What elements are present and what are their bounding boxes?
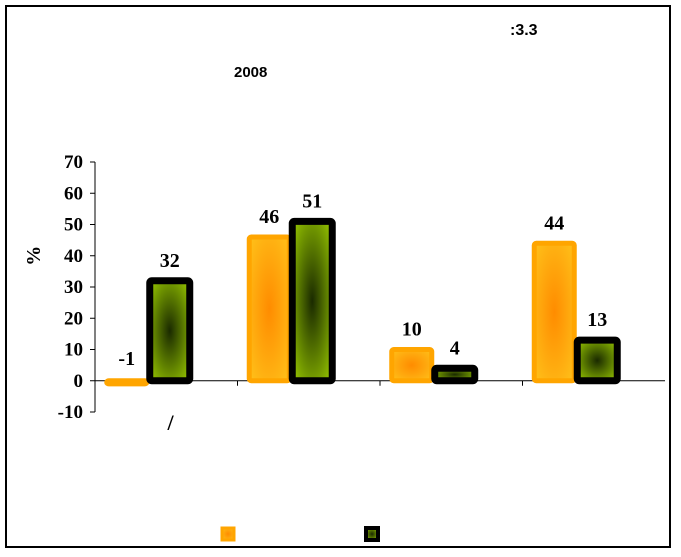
category-label: / — [166, 410, 174, 435]
bar-series-1 — [246, 234, 292, 384]
data-label: 13 — [587, 309, 607, 331]
legend-swatch-series-2 — [364, 526, 380, 542]
bars — [104, 217, 621, 387]
legend-swatch-series-1 — [220, 526, 236, 542]
figure-caption: :3.3 — [510, 22, 538, 39]
y-tick-label: -10 — [58, 402, 83, 423]
y-tick-label: 60 — [64, 183, 83, 204]
data-label: 44 — [544, 212, 564, 234]
data-label: -1 — [118, 348, 135, 370]
y-tick-label: 10 — [64, 340, 83, 361]
bar-series-2 — [431, 364, 479, 385]
data-labels: -1 46 10 44 32 51 4 13 — [118, 190, 607, 369]
data-label: 46 — [259, 206, 279, 228]
y-tick-label: 20 — [64, 308, 83, 329]
legend — [220, 526, 380, 542]
y-axis-title: % — [23, 246, 45, 266]
data-label: 4 — [450, 337, 460, 359]
data-label: 51 — [302, 190, 322, 212]
bar-series-1 — [389, 347, 435, 384]
bar-series-1 — [531, 240, 577, 384]
y-tick-label: 50 — [64, 215, 83, 236]
y-tick-label: 70 — [64, 152, 83, 173]
axes: -10 0 10 20 30 40 50 60 70% / — [23, 152, 665, 435]
bar-series-2 — [573, 336, 621, 385]
bar-series-1 — [104, 378, 150, 387]
y-tick-label: 0 — [74, 371, 84, 392]
bar-series-2 — [288, 217, 336, 385]
y-tick-label: 40 — [64, 246, 83, 267]
year-label: 2008 — [234, 64, 268, 81]
bar-series-2 — [146, 277, 194, 385]
data-label: 10 — [402, 319, 422, 341]
y-tick-label: 30 — [64, 277, 83, 298]
data-label: 32 — [160, 250, 180, 272]
